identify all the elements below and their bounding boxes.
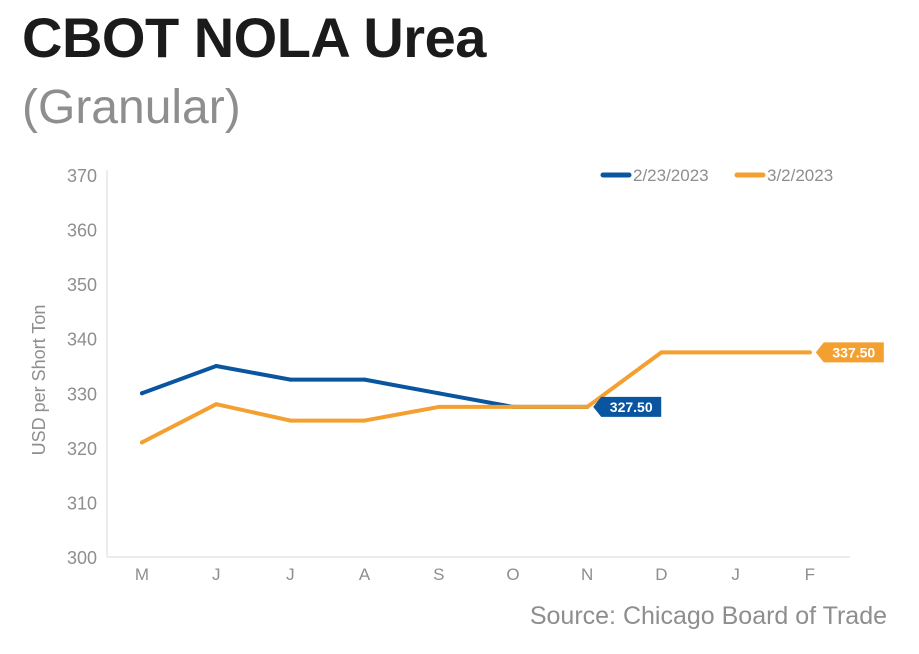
series-line-blue [140, 364, 590, 409]
end-label-tag [815, 342, 884, 363]
x-tick-label: D [655, 565, 667, 584]
data-point [436, 391, 441, 396]
end-label-tag [593, 396, 662, 417]
data-point [288, 418, 293, 423]
series-line-orange [140, 350, 812, 445]
data-point [807, 350, 812, 355]
y-tick-label: 340 [67, 330, 97, 350]
data-point [140, 391, 144, 396]
y-tick-label: 320 [67, 439, 97, 459]
data-point [659, 350, 664, 355]
x-tick-label: F [805, 565, 815, 584]
y-axis-label: USD per Short Ton [29, 305, 49, 456]
legend-label: 3/2/2023 [767, 166, 833, 185]
end-data-label: 327.50 [610, 399, 653, 415]
data-point [585, 404, 590, 409]
x-tick-label: A [359, 565, 371, 584]
data-point [288, 377, 293, 382]
legend-label: 2/23/2023 [633, 166, 709, 185]
data-point [436, 404, 441, 409]
x-tick-label: J [731, 565, 740, 584]
data-point [511, 404, 515, 409]
data-point [140, 440, 144, 445]
y-tick-label: 370 [67, 166, 97, 186]
data-point [362, 377, 367, 382]
chart-title: CBOT NOLA Urea [22, 6, 486, 69]
x-tick-label: J [286, 565, 295, 584]
data-point [362, 418, 367, 423]
data-point [214, 402, 219, 407]
x-tick-label: S [433, 565, 444, 584]
end-data-label: 337.50 [832, 344, 875, 360]
x-tick-label: M [135, 565, 149, 584]
x-tick-label: O [506, 565, 519, 584]
y-tick-label: 330 [67, 384, 97, 404]
chart-subtitle: (Granular) [22, 81, 241, 134]
y-tick-label: 350 [67, 275, 97, 295]
data-point [733, 350, 738, 355]
x-tick-label: N [581, 565, 593, 584]
y-tick-label: 310 [67, 493, 97, 513]
data-point [214, 364, 219, 368]
x-tick-label: J [212, 565, 221, 584]
source-note: Source: Chicago Board of Trade [529, 602, 887, 630]
y-tick-label: 300 [67, 548, 97, 568]
y-tick-label: 360 [67, 221, 97, 241]
